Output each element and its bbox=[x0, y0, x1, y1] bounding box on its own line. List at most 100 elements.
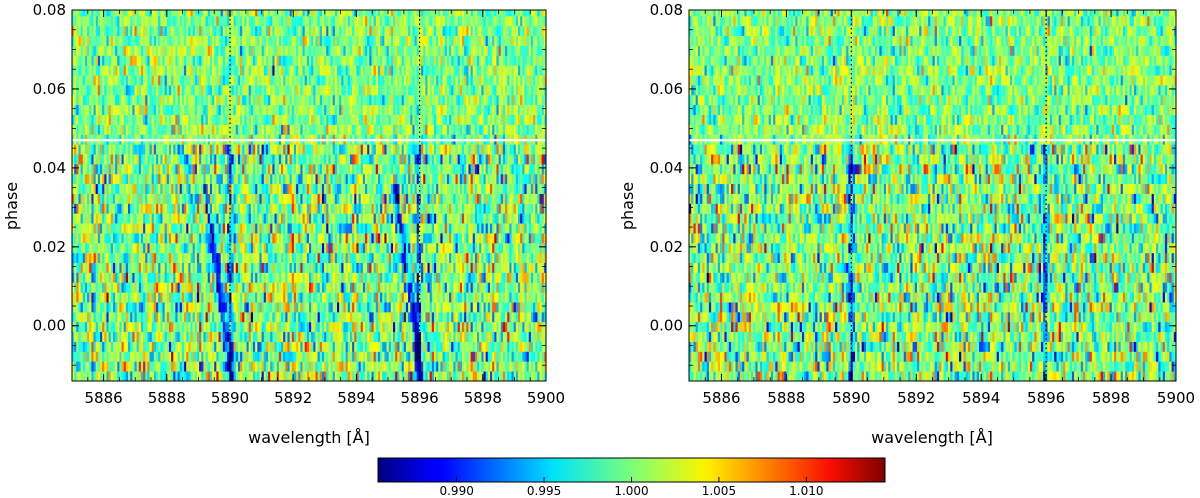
heatmap-cell bbox=[472, 292, 476, 303]
heatmap-cell bbox=[354, 371, 357, 381]
heatmap-cell bbox=[298, 282, 301, 293]
heatmap-cell bbox=[427, 183, 431, 194]
heatmap-cell bbox=[451, 262, 454, 273]
heatmap-cell bbox=[362, 242, 366, 254]
heatmap-cell bbox=[91, 262, 94, 273]
heatmap-cell bbox=[311, 302, 314, 313]
heatmap-cell bbox=[328, 331, 331, 342]
heatmap-cell bbox=[196, 302, 200, 313]
heatmap-cell bbox=[240, 193, 243, 204]
heatmap-cell bbox=[377, 183, 381, 194]
heatmap-cell bbox=[218, 223, 222, 234]
heatmap-cell bbox=[242, 193, 245, 204]
heatmap-cell bbox=[311, 361, 314, 372]
heatmap-cell bbox=[440, 173, 443, 185]
heatmap-cell bbox=[186, 292, 189, 303]
heatmap-cell bbox=[186, 371, 189, 381]
heatmap-cell bbox=[224, 262, 228, 273]
heatmap-cell bbox=[138, 173, 142, 185]
heatmap-cell bbox=[352, 302, 355, 313]
heatmap-cell bbox=[449, 252, 452, 263]
heatmap-cell bbox=[289, 302, 293, 313]
heatmap-cell bbox=[203, 154, 206, 165]
heatmap-cell bbox=[494, 351, 497, 362]
heatmap-cell bbox=[278, 311, 282, 323]
heatmap-cell bbox=[177, 213, 181, 224]
heatmap-cell bbox=[259, 282, 262, 293]
heatmap-cell bbox=[184, 193, 187, 204]
heatmap-cell bbox=[438, 213, 441, 224]
heatmap-cell bbox=[151, 223, 155, 234]
heatmap-cell bbox=[168, 252, 172, 263]
heatmap-cell bbox=[192, 203, 196, 214]
heatmap-cell bbox=[220, 193, 224, 204]
heatmap-cell bbox=[421, 292, 424, 303]
heatmap-cell bbox=[117, 242, 120, 254]
heatmap-cell bbox=[429, 173, 433, 185]
heatmap-cell bbox=[203, 321, 206, 333]
heatmap-cell bbox=[334, 203, 338, 214]
heatmap-cell bbox=[153, 331, 157, 342]
heatmap-cell bbox=[287, 173, 290, 185]
heatmap-cell bbox=[130, 371, 133, 381]
heatmap-cell bbox=[175, 331, 178, 342]
heatmap-cell bbox=[175, 292, 178, 303]
heatmap-cell bbox=[356, 203, 359, 214]
heatmap-cell bbox=[464, 262, 467, 273]
heatmap-cell bbox=[136, 302, 140, 313]
heatmap-cell bbox=[369, 302, 372, 313]
heatmap-cell bbox=[235, 154, 239, 165]
heatmap-cell bbox=[416, 282, 420, 293]
heatmap-cell bbox=[184, 173, 187, 185]
heatmap-cell bbox=[358, 262, 362, 273]
heatmap-cell bbox=[224, 302, 228, 313]
heatmap-cell bbox=[317, 341, 321, 352]
heatmap-cell bbox=[395, 311, 398, 323]
heatmap-cell bbox=[91, 183, 94, 194]
heatmap-cell bbox=[541, 282, 545, 293]
heatmap-cell bbox=[496, 223, 499, 234]
heatmap-cell bbox=[164, 193, 168, 204]
heatmap-cell bbox=[412, 232, 415, 244]
heatmap-cell bbox=[140, 282, 144, 293]
heatmap-cell bbox=[502, 361, 506, 372]
heatmap-cell bbox=[306, 302, 310, 313]
heatmap-cell bbox=[136, 262, 140, 273]
heatmap-cell bbox=[74, 183, 77, 194]
heatmap-cell bbox=[352, 341, 355, 352]
heatmap-cell bbox=[160, 154, 163, 165]
heatmap-cell bbox=[440, 223, 443, 234]
heatmap-cell bbox=[177, 173, 181, 185]
heatmap-cell bbox=[382, 331, 385, 342]
heatmap-cell bbox=[425, 371, 428, 381]
heatmap-cell bbox=[192, 321, 196, 333]
heatmap-cell bbox=[442, 183, 446, 194]
heatmap-cell bbox=[466, 292, 469, 303]
heatmap-cell bbox=[397, 163, 400, 175]
heatmap-cell bbox=[132, 282, 135, 293]
heatmap-cell bbox=[188, 242, 191, 254]
heatmap-cell bbox=[272, 262, 275, 273]
heatmap-cell bbox=[218, 321, 222, 333]
heatmap-cell bbox=[371, 183, 375, 194]
heatmap-cell bbox=[244, 292, 247, 303]
heatmap-cell bbox=[138, 282, 142, 293]
heatmap-cell bbox=[244, 173, 247, 185]
heatmap-cell bbox=[102, 262, 105, 273]
heatmap-cell bbox=[199, 311, 202, 323]
heatmap-cell bbox=[203, 252, 206, 263]
heatmap-cell bbox=[199, 272, 202, 283]
heatmap-cell bbox=[145, 203, 148, 214]
heatmap-cell bbox=[358, 193, 362, 204]
heatmap-cell bbox=[128, 213, 131, 224]
heatmap-cell bbox=[358, 173, 362, 185]
heatmap-cell bbox=[199, 361, 202, 372]
heatmap-cell bbox=[461, 262, 465, 273]
heatmap-cell bbox=[93, 361, 97, 372]
heatmap-cell bbox=[76, 183, 79, 194]
heatmap-cell bbox=[423, 351, 426, 362]
heatmap-cell bbox=[100, 232, 103, 244]
heatmap-cell bbox=[371, 351, 375, 362]
heatmap-cell bbox=[416, 321, 420, 333]
heatmap-cell bbox=[535, 341, 538, 352]
